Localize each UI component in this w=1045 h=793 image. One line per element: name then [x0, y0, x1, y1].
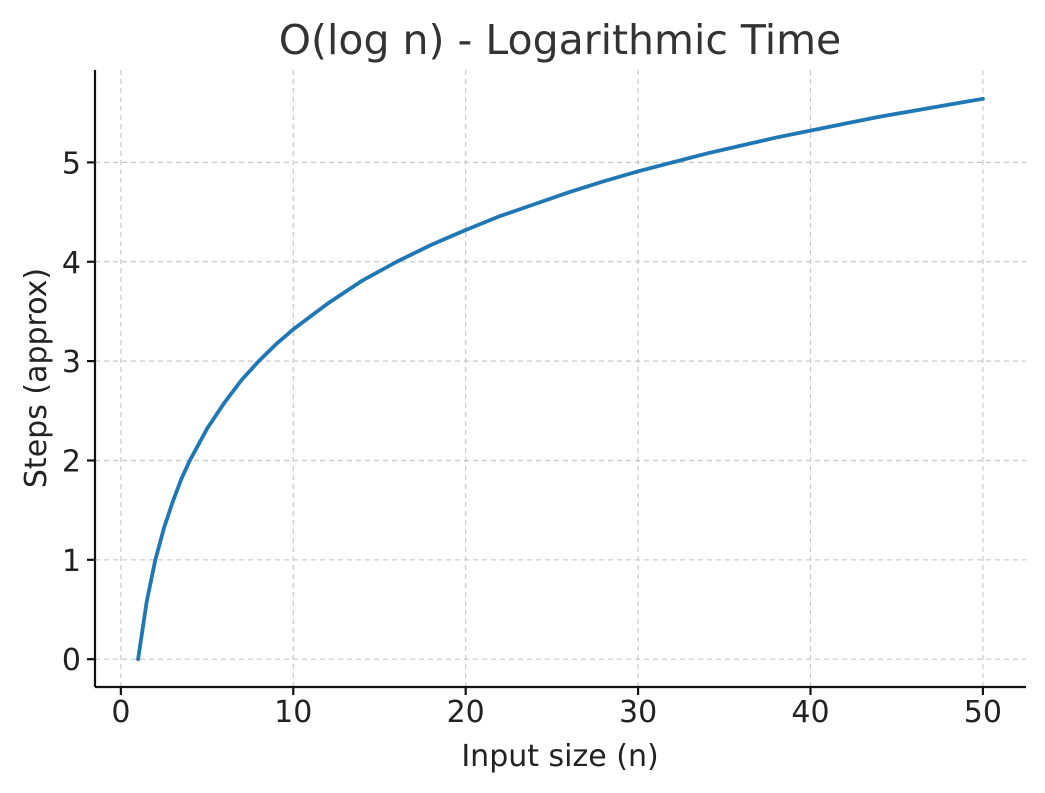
y-tick-label: 1: [62, 544, 81, 579]
x-tick-label: 10: [274, 695, 312, 730]
y-tick-label: 5: [62, 146, 81, 181]
x-tick-label: 30: [619, 695, 657, 730]
series-line: [136, 96, 985, 662]
axis-ticks: 0 10 20 30 40 50 0 1 2 3 4 5: [62, 146, 1002, 730]
axes-spines: [93, 70, 1026, 689]
x-tick-label: 0: [111, 695, 130, 730]
x-tick-label: 40: [791, 695, 829, 730]
y-axis-label: Steps (approx): [19, 268, 54, 488]
series-layer: [136, 96, 985, 662]
y-tick-label: 0: [62, 643, 81, 678]
y-tick-label: 4: [62, 246, 81, 281]
x-axis-label: Input size (n): [461, 739, 658, 774]
x-tick-label: 50: [964, 695, 1002, 730]
y-tick-label: 3: [62, 345, 81, 380]
y-tick-label: 2: [62, 444, 81, 479]
grid-lines: [95, 70, 1026, 687]
x-tick-label: 20: [447, 695, 485, 730]
chart-title: O(log n) - Logarithmic Time: [279, 16, 842, 64]
